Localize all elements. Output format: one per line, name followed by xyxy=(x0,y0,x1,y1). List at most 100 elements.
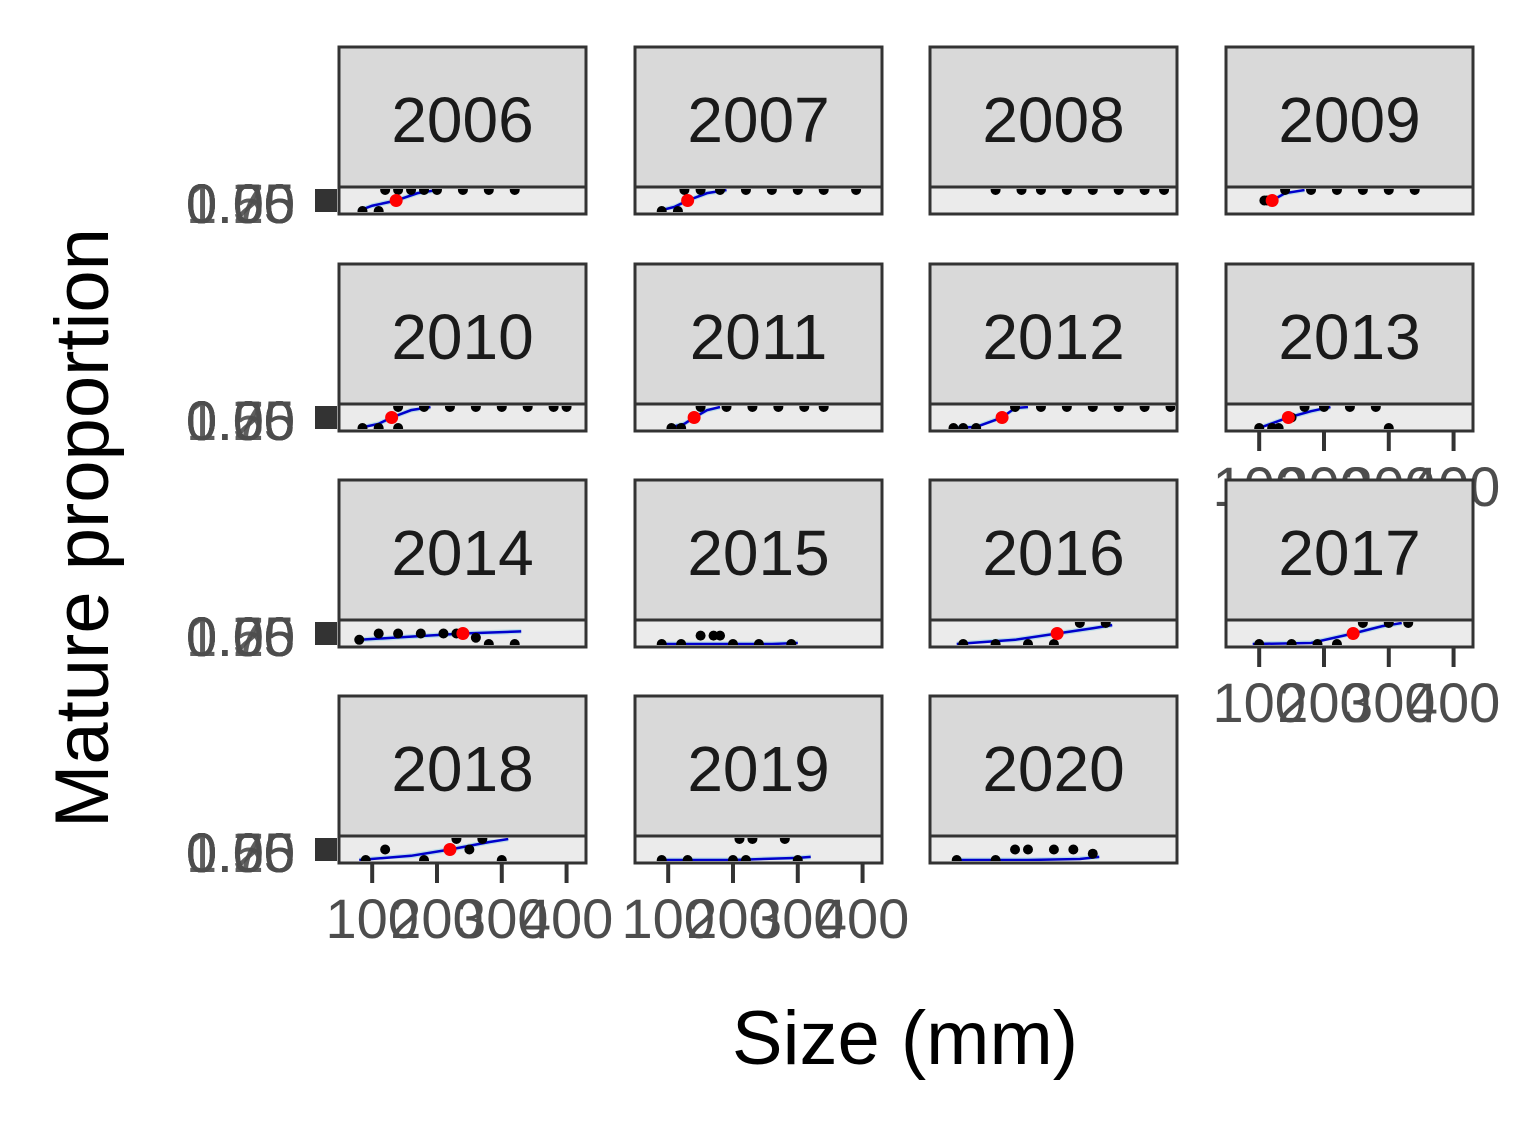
data-point xyxy=(1159,189,1170,195)
data-point xyxy=(444,406,455,412)
data-point xyxy=(1383,622,1394,628)
data-point xyxy=(1048,844,1059,855)
data-point xyxy=(393,628,404,639)
y-tick-label: 1.00 xyxy=(186,389,295,452)
data-point xyxy=(457,189,468,195)
data-point xyxy=(1139,189,1150,195)
data-point xyxy=(990,855,1001,861)
x-tick-label: 300 xyxy=(455,887,548,950)
data-point xyxy=(477,838,488,844)
strip-label: 2008 xyxy=(982,84,1124,156)
facet-panel-2011: 2011 xyxy=(633,262,884,433)
data-point xyxy=(496,855,507,861)
data-point xyxy=(1068,844,1079,855)
panel-marks xyxy=(956,622,1113,645)
y-tick-label: 1.00 xyxy=(186,605,295,668)
strip-label: 2011 xyxy=(690,301,828,373)
y-axis-ticks xyxy=(315,189,337,212)
fitted-curve xyxy=(661,855,811,861)
data-point xyxy=(373,206,384,212)
panel-marks xyxy=(656,630,798,645)
y-tick-label: 0.75 xyxy=(186,605,295,668)
data-point xyxy=(1286,639,1297,645)
data-point xyxy=(676,639,687,645)
y-tick-label: 0.00 xyxy=(186,821,295,884)
data-point xyxy=(1254,423,1265,429)
data-point xyxy=(1403,622,1414,628)
data-point xyxy=(1113,406,1124,412)
data-point xyxy=(357,206,368,212)
data-point xyxy=(483,189,494,195)
data-point xyxy=(1010,844,1021,855)
panel-marks xyxy=(1252,622,1414,645)
facet-panel-2006: 2006 0.000.250.500.751.00 xyxy=(186,45,588,235)
panel-marks xyxy=(951,844,1100,861)
strip-header xyxy=(1224,262,1475,406)
data-point xyxy=(740,189,751,195)
data-point xyxy=(1035,189,1046,195)
x-tick-label: 400 xyxy=(816,887,909,950)
y-tick-label: 0.50 xyxy=(186,389,295,452)
data-point xyxy=(1273,423,1284,429)
data-point xyxy=(792,189,803,195)
x-tick-label: 200 xyxy=(686,887,779,950)
y-tick-label: 0.00 xyxy=(186,172,295,235)
data-point xyxy=(373,423,384,429)
data-point xyxy=(373,628,384,639)
facet-panel-2008: 2008 xyxy=(928,45,1179,216)
l50-marker xyxy=(1050,627,1064,640)
y-tick-label: 0.00 xyxy=(186,605,295,668)
data-point xyxy=(818,189,829,195)
data-point xyxy=(753,639,764,645)
y-tick-label: 1.00 xyxy=(186,821,295,884)
data-point xyxy=(948,423,959,429)
data-point xyxy=(380,844,391,855)
data-point xyxy=(393,189,404,195)
data-point xyxy=(1318,406,1329,412)
data-point xyxy=(451,838,462,844)
data-point xyxy=(747,838,758,844)
data-point xyxy=(1370,406,1381,412)
y-tick-label: 0.75 xyxy=(186,821,295,884)
panel-marks xyxy=(666,406,829,429)
data-point xyxy=(958,423,969,429)
strip-label: 2017 xyxy=(1278,517,1420,589)
strip-label: 2007 xyxy=(687,84,829,156)
data-point xyxy=(958,639,969,645)
y-tick-label: 0.50 xyxy=(186,172,295,235)
data-point xyxy=(734,838,745,844)
y-axis-ticks xyxy=(315,406,337,429)
y-tick-label: 0.00 xyxy=(186,389,295,452)
strip-label: 2010 xyxy=(391,301,533,373)
facet-panel-2015: 2015 xyxy=(633,478,884,649)
data-point xyxy=(496,406,507,412)
strip-label: 2006 xyxy=(391,84,533,156)
data-point xyxy=(1409,189,1420,195)
y-tick-label: 0.50 xyxy=(186,605,295,668)
data-point xyxy=(464,844,475,855)
panel-marks xyxy=(656,189,862,212)
strip-header xyxy=(928,478,1179,622)
data-point xyxy=(792,855,803,861)
data-point xyxy=(438,628,449,639)
l50-marker xyxy=(385,411,399,424)
data-point xyxy=(1061,189,1072,195)
data-point xyxy=(1022,844,1033,855)
data-point xyxy=(419,855,430,861)
panel-marks xyxy=(990,189,1170,195)
data-point xyxy=(1113,189,1124,195)
facet-panel-2014: 2014 0.000.250.500.751.00 xyxy=(186,478,588,668)
data-point xyxy=(522,406,533,412)
data-point xyxy=(773,406,784,412)
data-point xyxy=(656,855,667,861)
panel-marks xyxy=(357,189,520,212)
y-tick-label: 0.25 xyxy=(186,605,295,668)
l50-marker xyxy=(1265,194,1279,207)
data-point xyxy=(354,634,365,645)
data-point xyxy=(1087,848,1098,859)
data-point xyxy=(1383,189,1394,195)
data-point xyxy=(509,639,520,645)
l50-marker xyxy=(687,411,701,424)
